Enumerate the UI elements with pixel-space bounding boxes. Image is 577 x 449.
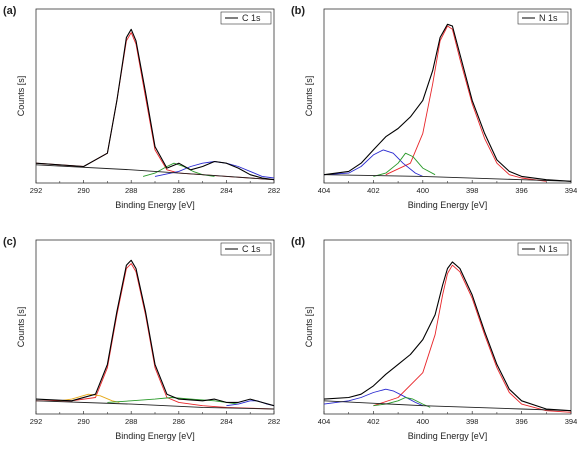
series-line (35, 400, 275, 410)
legend-box (220, 242, 272, 256)
legend-box (517, 11, 569, 25)
legend-box (220, 11, 272, 25)
panel-label: (b) (291, 5, 305, 17)
plot-frame (323, 239, 572, 415)
x-tick-label: 286 (173, 417, 186, 426)
series-line (36, 263, 275, 410)
series-line (323, 261, 572, 412)
x-tick-label: 400 (417, 417, 430, 426)
series-line (35, 28, 275, 181)
x-axis-title: Binding Energy [eV] (408, 200, 488, 210)
y-axis-title: Counts [s] (16, 307, 26, 348)
series-line (35, 164, 275, 181)
x-axis-title: Binding Energy [eV] (115, 431, 195, 441)
x-tick-label: 396 (515, 417, 528, 426)
x-tick-label: 284 (220, 417, 233, 426)
plot-frame (35, 8, 275, 184)
series-line (323, 400, 572, 412)
legend-label: N 1s (539, 244, 558, 254)
x-tick-label: 288 (125, 186, 138, 195)
x-tick-label: 290 (77, 417, 90, 426)
x-tick-label: 404 (318, 417, 331, 426)
y-axis-title: Counts [s] (304, 307, 314, 348)
x-tick-label: 398 (466, 186, 479, 195)
x-tick-label: 402 (367, 417, 380, 426)
x-tick-label: 394 (565, 186, 577, 195)
panel-1: (b) 404 402 400 398 396 394 Binding Energy [eV]… (291, 5, 577, 210)
x-tick-label: 284 (220, 186, 233, 195)
x-tick-label: 396 (515, 186, 528, 195)
series-line (35, 259, 275, 407)
plot-frame (35, 239, 275, 415)
panel-label: (d) (291, 236, 305, 248)
series-line (35, 32, 275, 181)
series-line (323, 174, 572, 182)
x-tick-label: 286 (173, 186, 186, 195)
series-line (385, 25, 547, 182)
series-line (323, 388, 423, 407)
x-tick-label: 292 (30, 186, 43, 195)
series-line (373, 264, 572, 413)
x-axis-title: Binding Energy [eV] (408, 431, 488, 441)
x-tick-label: 282 (268, 417, 281, 426)
panel-3: (d) 404 402 400 398 396 394 Binding Energy [eV]… (291, 236, 577, 441)
legend-label: N 1s (539, 13, 558, 23)
panel-label: (c) (3, 236, 17, 248)
legend-label: C 1s (242, 244, 261, 254)
y-axis-title: Counts [s] (16, 76, 26, 117)
panel-label: (a) (3, 5, 17, 17)
x-tick-label: 400 (417, 186, 430, 195)
plot-frame (323, 8, 572, 184)
series-line (323, 23, 572, 182)
x-tick-label: 398 (466, 417, 479, 426)
x-tick-label: 292 (30, 417, 43, 426)
panel-2: (c) 292 290 288 286 284 282 Binding Energy [eV]… (3, 236, 280, 441)
y-axis-title: Counts [s] (304, 76, 314, 117)
x-tick-label: 282 (268, 186, 281, 195)
series-line (373, 152, 436, 177)
panel-0: (a) 292 290 288 286 284 282 Binding Energy [eV]… (3, 5, 280, 210)
legend-label: C 1s (242, 13, 261, 23)
x-tick-label: 394 (565, 417, 577, 426)
x-axis-title: Binding Energy [eV] (115, 200, 195, 210)
x-tick-label: 290 (77, 186, 90, 195)
legend-box (517, 242, 569, 256)
x-tick-label: 288 (125, 417, 138, 426)
series-line (323, 149, 423, 177)
x-tick-label: 404 (318, 186, 331, 195)
x-tick-label: 402 (367, 186, 380, 195)
